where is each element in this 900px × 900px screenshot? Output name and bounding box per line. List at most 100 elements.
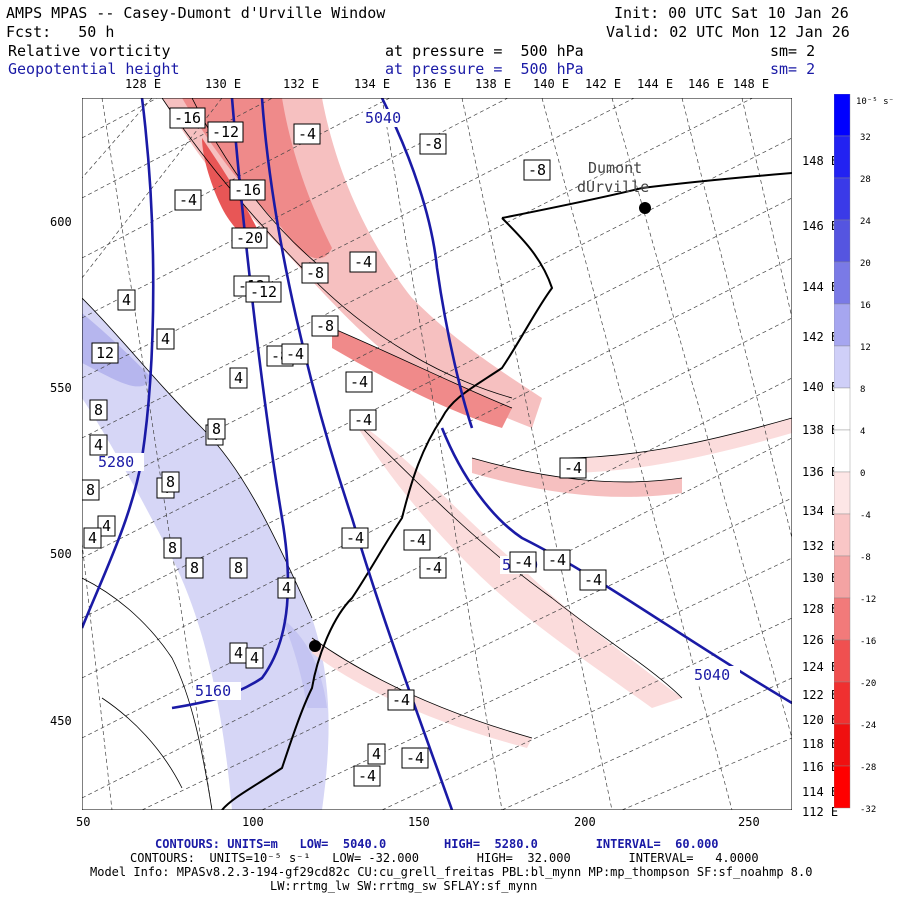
- lon-right-label: 144 E: [802, 280, 839, 294]
- footer-vorticity-contours: CONTOURS: UNITS=10⁻⁵ s⁻¹ LOW= -32.000 HI…: [130, 851, 759, 865]
- vorticity-label-box: [82, 479, 100, 501]
- map-title: AMPS MPAS -- Casey-Dumont d'Urville Wind…: [6, 4, 386, 22]
- vorticity-label-box: [231, 227, 268, 249]
- init-time: Init: 00 UTC Sat 10 Jan 26: [614, 4, 849, 22]
- vorticity-label-box: [301, 262, 329, 284]
- coastline: [221, 217, 554, 810]
- vorticity-label-box: [281, 343, 309, 365]
- lon-top-label: 140 E: [533, 77, 570, 91]
- colorbar-units: 10⁻⁵ s⁻¹: [856, 97, 894, 107]
- lon-top-label: 144 E: [637, 77, 674, 91]
- casey-station: [309, 640, 321, 652]
- colorbar-label: -20: [860, 679, 876, 689]
- vorticity-label-box: [229, 557, 248, 579]
- colorbar-label: 28: [860, 175, 871, 185]
- colorbar-cell: [834, 639, 851, 683]
- vorticity-contour-label: 8: [234, 559, 243, 577]
- vorticity-contour-label: -8: [528, 161, 546, 179]
- colorbar-label: 0: [860, 469, 865, 479]
- lon-right-label: 116 E: [802, 760, 839, 774]
- vorticity-label-box: [89, 434, 108, 456]
- vorticity-contour-label: 4: [102, 517, 111, 535]
- vorticity-colorbar: 32 28 24 20 16 12 8 4 0 -4 -8 -12 -16 -20 -24 -28 -32 10…: [834, 94, 894, 814]
- vorticity-contour-label: -20: [236, 229, 263, 247]
- vorticity-contour-label: 4: [88, 529, 97, 547]
- vorticity-label-box: [185, 557, 204, 579]
- vorticity-label-box: [403, 529, 431, 551]
- lon-top-label: 130 E: [205, 77, 242, 91]
- vorticity-label-box: [161, 471, 180, 493]
- vorticity-map: Dumont dUrville 50405280504050405160 -16…: [82, 98, 792, 810]
- field1-smoothing: sm= 2: [770, 42, 816, 60]
- colorbar-cell: [834, 177, 851, 221]
- vorticity-label-box: [229, 367, 248, 389]
- lon-top-label: 132 E: [283, 77, 320, 91]
- vorticity-contour-label: 4: [372, 745, 381, 763]
- negative-vorticity-band-2: [332, 328, 512, 428]
- colorbar-cell: [834, 261, 851, 305]
- dumont-durville-station: [639, 202, 651, 214]
- vorticity-label-box: [163, 537, 182, 559]
- y-tick-label: 550: [50, 381, 72, 395]
- vorticity-contour-label: -4: [298, 125, 316, 143]
- lon-right-label: 148 E: [802, 154, 839, 168]
- vorticity-label-box: [523, 159, 551, 181]
- forecast-hour: Fcst: 50 h: [6, 23, 115, 41]
- station-label-dumont: Dumont: [588, 159, 642, 177]
- lon-top-label: 136 E: [415, 77, 452, 91]
- vorticity-contour-label: -12: [250, 283, 277, 301]
- vorticity-contour-label: -4: [424, 559, 442, 577]
- vorticity-contour-label: 4: [161, 330, 170, 348]
- x-tick-label: 100: [242, 815, 264, 829]
- colorbar-cell: [834, 219, 851, 263]
- lon-right-label: 112 E: [802, 805, 839, 819]
- vorticity-label-box: [156, 328, 175, 350]
- height-contour-label: 5280: [98, 453, 134, 471]
- lon-right-label: 142 E: [802, 330, 839, 344]
- vorticity-contour-label: 8: [86, 481, 95, 499]
- vorticity-contour-label: -8: [306, 264, 324, 282]
- vorticity-contour-label: -4: [548, 551, 566, 569]
- vorticity-label-box: [559, 457, 587, 479]
- vorticity-label-box: [169, 107, 206, 129]
- y-tick-label: 500: [50, 547, 72, 561]
- vorticity-contour-label: 4: [234, 369, 243, 387]
- positive-vorticity-band: [82, 298, 329, 810]
- vorticity-label-box: [277, 577, 296, 599]
- station-label-durville: dUrville: [577, 178, 649, 196]
- vorticity-contour-label: 4: [122, 291, 131, 309]
- vorticity-label-box: [207, 121, 244, 143]
- vorticity-label-box: [97, 515, 116, 537]
- vorticity-label-box: [207, 418, 226, 440]
- colorbar-cell: [834, 94, 851, 137]
- vorticity-contour-label: -4: [408, 531, 426, 549]
- lon-top-label: 148 E: [733, 77, 770, 91]
- negative-vorticity-band-4: [472, 458, 682, 497]
- coastline-east: [501, 172, 792, 219]
- height-contour-label: 5040: [365, 109, 401, 127]
- y-tick-label: 600: [50, 215, 72, 229]
- vorticity-contour-label: 8: [190, 559, 199, 577]
- lon-right-label: 124 E: [802, 660, 839, 674]
- vorticity-contour-label: -4: [354, 253, 372, 271]
- height-contour-label: 5160: [195, 682, 231, 700]
- lon-top-label: 142 E: [585, 77, 622, 91]
- footer-model-info-2: LW:rrtmg_lw SW:rrtmg_sw SFLAY:sf_mynn: [270, 879, 538, 893]
- colorbar-cell: [834, 345, 851, 389]
- vorticity-label-box: [349, 251, 377, 273]
- footer-model-info: Model Info: MPASv8.2.3-194-gf29cd82c CU:…: [90, 865, 813, 879]
- vorticity-label-box: [245, 281, 282, 303]
- vorticity-contour-label: -12: [212, 123, 239, 141]
- vorticity-contour-label: -4: [286, 345, 304, 363]
- vorticity-label-box: [367, 743, 386, 765]
- colorbar-label: 16: [860, 301, 871, 311]
- vorticity-label-box: [89, 399, 108, 421]
- vorticity-contour-label: -4: [346, 529, 364, 547]
- field2-name: Geopotential height: [8, 60, 180, 78]
- vorticity-label-box: [387, 689, 415, 711]
- lon-right-label: 130 E: [802, 571, 839, 585]
- vorticity-contour-label: 4: [282, 579, 291, 597]
- vorticity-contour-label: -8: [316, 317, 334, 335]
- x-tick-label: 50: [76, 815, 91, 829]
- x-tick-label: 200: [574, 815, 596, 829]
